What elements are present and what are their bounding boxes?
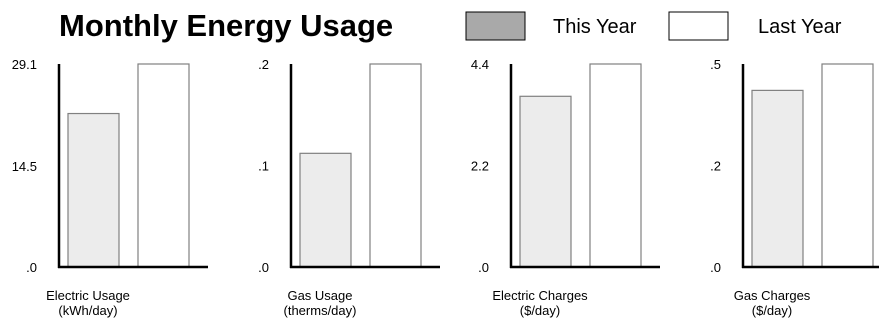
y-tick-label: 14.5: [12, 159, 37, 174]
y-tick-label: .5: [710, 57, 721, 72]
chart-title: Monthly Energy Usage: [59, 8, 393, 43]
x-axis-label: Electric Usage: [46, 288, 130, 303]
legend-swatch-last-year: [669, 12, 728, 40]
bar-last-year: [822, 64, 873, 267]
y-tick-label: .0: [26, 260, 37, 275]
x-axis-label: (kWh/day): [58, 303, 117, 318]
x-axis-label: (therms/day): [284, 303, 357, 318]
y-tick-label: 29.1: [12, 57, 37, 72]
x-axis-label: Electric Charges: [492, 288, 588, 303]
chart-panel-3: .0 2.2 4.4 Electric Charges($/day): [471, 57, 660, 318]
bar-this-year: [68, 114, 119, 267]
y-tick-label: .2: [258, 57, 269, 72]
legend-swatch-this-year: [466, 12, 525, 40]
y-tick-label: .2: [710, 159, 721, 174]
y-tick-label: 2.2: [471, 159, 489, 174]
y-tick-label: .0: [478, 260, 489, 275]
y-tick-label: .1: [258, 159, 269, 174]
chart-panel-4: .0 .2 .5 Gas Charges($/day): [710, 57, 879, 318]
x-axis-label: Gas Charges: [734, 288, 811, 303]
legend-label-last-year: Last Year: [758, 16, 842, 38]
x-axis-label: Gas Usage: [287, 288, 352, 303]
bar-this-year: [752, 90, 803, 267]
legend-label-this-year: This Year: [553, 16, 637, 38]
y-tick-label: 4.4: [471, 57, 489, 72]
x-axis-label: ($/day): [520, 303, 560, 318]
x-axis-label: ($/day): [752, 303, 792, 318]
chart-panels: .0 14.5 29.1 Electric Usage(kWh/day) .0 .1 .2 G…: [12, 57, 879, 318]
bar-last-year: [590, 64, 641, 267]
bar-this-year: [520, 96, 571, 267]
bar-last-year: [138, 64, 189, 267]
y-tick-label: .0: [710, 260, 721, 275]
chart-panel-1: .0 14.5 29.1 Electric Usage(kWh/day): [12, 57, 208, 318]
bar-last-year: [370, 64, 421, 267]
chart-panel-2: .0 .1 .2 Gas Usage(therms/day): [258, 57, 440, 318]
y-tick-label: .0: [258, 260, 269, 275]
bar-this-year: [300, 153, 351, 267]
